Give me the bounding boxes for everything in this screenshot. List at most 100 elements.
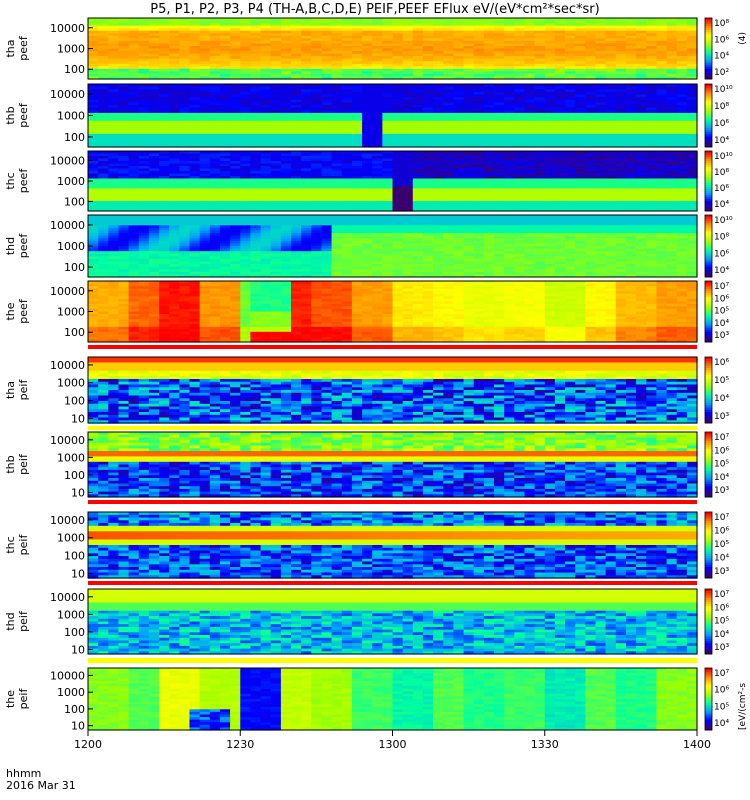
spectrogram-cell — [311, 35, 323, 39]
spectrogram-cell — [220, 94, 231, 98]
spectrogram-cell — [169, 63, 180, 67]
spectrogram-cell — [209, 201, 221, 205]
spectrogram-cell — [159, 131, 170, 135]
spectrogram-cell — [128, 30, 140, 34]
spectrogram-cell — [159, 66, 170, 70]
spectrogram-cell — [230, 153, 241, 157]
spectrogram-cell — [575, 66, 586, 70]
spectrogram-cell — [311, 133, 323, 138]
spectrogram-cell — [473, 91, 485, 96]
spectrogram-cell — [291, 188, 302, 192]
spectrogram-cell — [291, 193, 302, 197]
spectrogram-cell — [372, 144, 383, 148]
spectrogram-cell — [494, 128, 505, 132]
spectrogram-cell — [422, 48, 434, 52]
spectrogram-cell — [473, 120, 485, 124]
spectrogram-cell — [412, 76, 424, 80]
spectrogram-cell — [118, 84, 130, 88]
spectrogram-cell — [311, 123, 323, 127]
spectrogram-cell — [412, 123, 424, 127]
spectrogram-cell — [199, 30, 211, 34]
spectrogram-cell — [179, 71, 191, 75]
spectrogram-cell — [433, 46, 444, 50]
spectrogram-cell — [362, 128, 373, 132]
spectrogram-cell — [291, 156, 302, 160]
spectrogram-cell — [220, 186, 231, 190]
spectrogram-cell — [362, 102, 373, 106]
spectrogram-cell — [362, 105, 373, 109]
spectrogram-cell — [565, 91, 576, 96]
spectrogram-cell — [372, 48, 383, 52]
spectrogram-cell — [301, 97, 312, 101]
spectrogram-cell — [351, 68, 363, 72]
spectrogram-cell — [412, 68, 424, 72]
spectrogram-cell — [595, 112, 607, 117]
spectrogram-cell — [331, 144, 343, 148]
spectrogram-cell — [280, 97, 292, 101]
spectrogram-cell — [341, 201, 353, 205]
spectrogram-cell — [179, 53, 191, 57]
spectrogram-cell — [392, 89, 404, 93]
spectrogram-cell — [128, 186, 140, 190]
spectrogram-cell — [98, 107, 109, 111]
spectrogram-cell — [473, 110, 485, 114]
spectrogram-cell — [270, 40, 282, 44]
spectrogram-cell — [118, 183, 130, 187]
spectrogram-cell — [433, 105, 444, 109]
spectrogram-cell — [585, 144, 597, 148]
spectrogram-cell — [524, 56, 536, 60]
spectrogram-cell — [575, 30, 586, 34]
spectrogram-cell — [534, 30, 546, 34]
spectrogram-cell — [311, 178, 323, 182]
spectrogram-cell — [250, 97, 262, 101]
spectrogram-cell — [240, 61, 252, 65]
spectrogram-cell — [646, 118, 658, 122]
spectrogram-cell — [615, 53, 627, 57]
spectrogram-cell — [433, 123, 444, 127]
spectrogram-cell — [199, 183, 211, 187]
spectrogram-cell — [148, 196, 160, 200]
spectrogram-cell — [402, 118, 414, 122]
spectrogram-cell — [382, 23, 394, 27]
spectrogram-cell — [189, 56, 201, 60]
spectrogram-cell — [636, 58, 647, 62]
spectrogram-cell — [626, 141, 637, 145]
spectrogram-cell — [544, 71, 556, 75]
spectrogram-cell — [199, 163, 211, 167]
spectrogram-cell — [179, 68, 191, 72]
spectrogram-cell — [524, 84, 536, 88]
spectrogram-cell — [686, 94, 698, 98]
spectrogram-cell — [138, 115, 150, 119]
spectrogram-cell — [626, 115, 637, 119]
spectrogram-cell — [128, 56, 140, 60]
spectrogram-cell — [138, 33, 150, 37]
spectrogram-cell — [88, 99, 99, 103]
spectrogram-cell — [98, 181, 109, 185]
spectrogram-cell — [494, 110, 505, 114]
spectrogram-cell — [230, 208, 241, 212]
colorbar-tick-label: 10⁶ — [714, 184, 729, 194]
spectrogram-cell — [494, 43, 505, 47]
spectrogram-cell — [118, 86, 130, 90]
spectrogram-cell — [270, 139, 282, 143]
spectrogram-cell — [443, 46, 455, 50]
spectrogram-cell — [118, 35, 130, 39]
spectrogram-cell — [220, 158, 231, 162]
spectrogram-cell — [443, 38, 455, 42]
colorbar-step — [705, 86, 712, 89]
spectrogram-cell — [372, 139, 383, 143]
spectrogram-cell — [483, 86, 495, 90]
spectrogram-cell — [341, 206, 353, 210]
spectrogram-cell — [402, 68, 414, 72]
spectrogram-cell — [392, 120, 404, 124]
spectrogram-cell — [575, 115, 586, 119]
spectrogram-cell — [240, 181, 252, 185]
spectrogram-cell — [351, 131, 363, 135]
spectrogram-cell — [494, 141, 505, 145]
spectrogram-cell — [422, 97, 434, 101]
spectrogram-cell — [626, 99, 637, 103]
spectrogram-cell — [189, 133, 201, 138]
spectrogram-cell — [585, 63, 597, 67]
spectrogram-cell — [534, 131, 546, 135]
spectrogram-cell — [291, 43, 302, 47]
